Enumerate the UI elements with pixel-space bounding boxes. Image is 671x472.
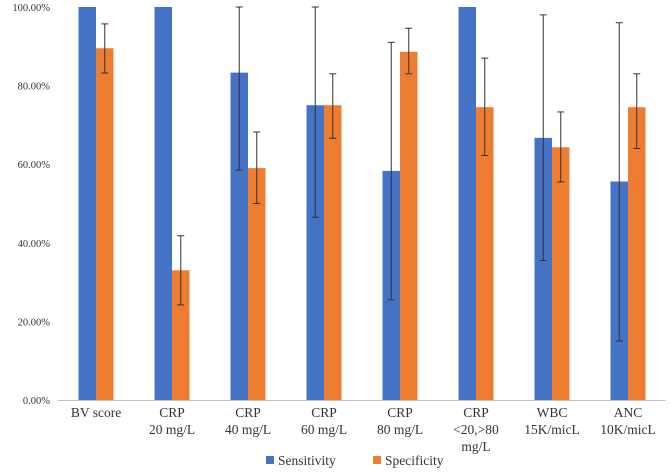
bar-specificity-6 [552,147,570,400]
error-bar-sensitivity-2 [235,6,243,171]
error-bar-specificity-4 [405,27,413,75]
bar-sensitivity-5 [458,7,476,400]
x-tick-label: CRP 40 mg/L [225,405,271,437]
error-bar-specificity-0 [101,23,109,74]
x-tick-label: ANC 10K/micL [600,405,656,437]
error-bar-specificity-2 [253,131,261,204]
bar-specificity-2 [248,168,266,400]
error-bar-specificity-3 [329,73,337,139]
error-bar-specificity-5 [481,57,489,157]
bar-specificity-0 [96,48,114,400]
bar-sensitivity-1 [154,7,172,400]
y-tick-label: 40.00% [18,239,51,250]
error-bar-sensitivity-6 [539,14,547,261]
legend-swatch [373,456,381,464]
error-bar-specificity-7 [633,73,641,149]
y-tick-label: 60.00% [18,160,51,171]
y-tick-label: 0.00% [23,396,50,407]
bar-sensitivity-6 [534,137,552,400]
y-tick-label: 80.00% [18,82,51,93]
legend: Sensitivity Specificity [266,453,444,468]
error-bar-sensitivity-3 [311,6,319,218]
legend-item-sensitivity: Sensitivity [266,453,336,468]
legend-swatch [266,456,274,464]
bar-specificity-3 [324,105,342,400]
y-tick-label: 20.00% [18,317,51,328]
bar-specificity-5 [476,107,494,400]
x-tick-label: CRP 60 mg/L [301,405,347,437]
x-tick-label: CRP <20,>80 mg/L [453,405,499,454]
error-bar-sensitivity-7 [615,22,623,342]
y-tick-label: 100.00% [12,3,50,14]
bar-sensitivity-3 [306,105,324,400]
legend-item-specificity: Specificity [373,453,444,468]
error-bars-group [101,6,641,342]
error-bar-sensitivity-4 [387,41,395,301]
x-axis: BV score CRP 20 mg/L CRP 40 mg/L CRP 60 mg/L CR… [58,400,666,454]
error-bar-specificity-6 [557,111,565,183]
bar-specificity-4 [400,51,418,400]
bars-group [78,7,646,401]
y-axis: 0.00% 20.00% 40.00% 60.00% 80.00% 100.00% [12,3,50,407]
bar-sensitivity-0 [78,7,96,400]
x-tick-label: CRP 20 mg/L [149,405,195,437]
bar-sensitivity-2 [230,72,248,401]
legend-label: Sensitivity [278,453,336,468]
x-tick-label: BV score [71,405,121,420]
bar-specificity-1 [172,270,190,400]
error-bar-specificity-1 [177,235,185,306]
bar-specificity-7 [628,107,646,400]
x-tick-label: CRP 80 mg/L [377,405,423,437]
legend-label: Specificity [385,453,444,468]
x-tick-label: WBC 15K/micL [524,405,580,437]
